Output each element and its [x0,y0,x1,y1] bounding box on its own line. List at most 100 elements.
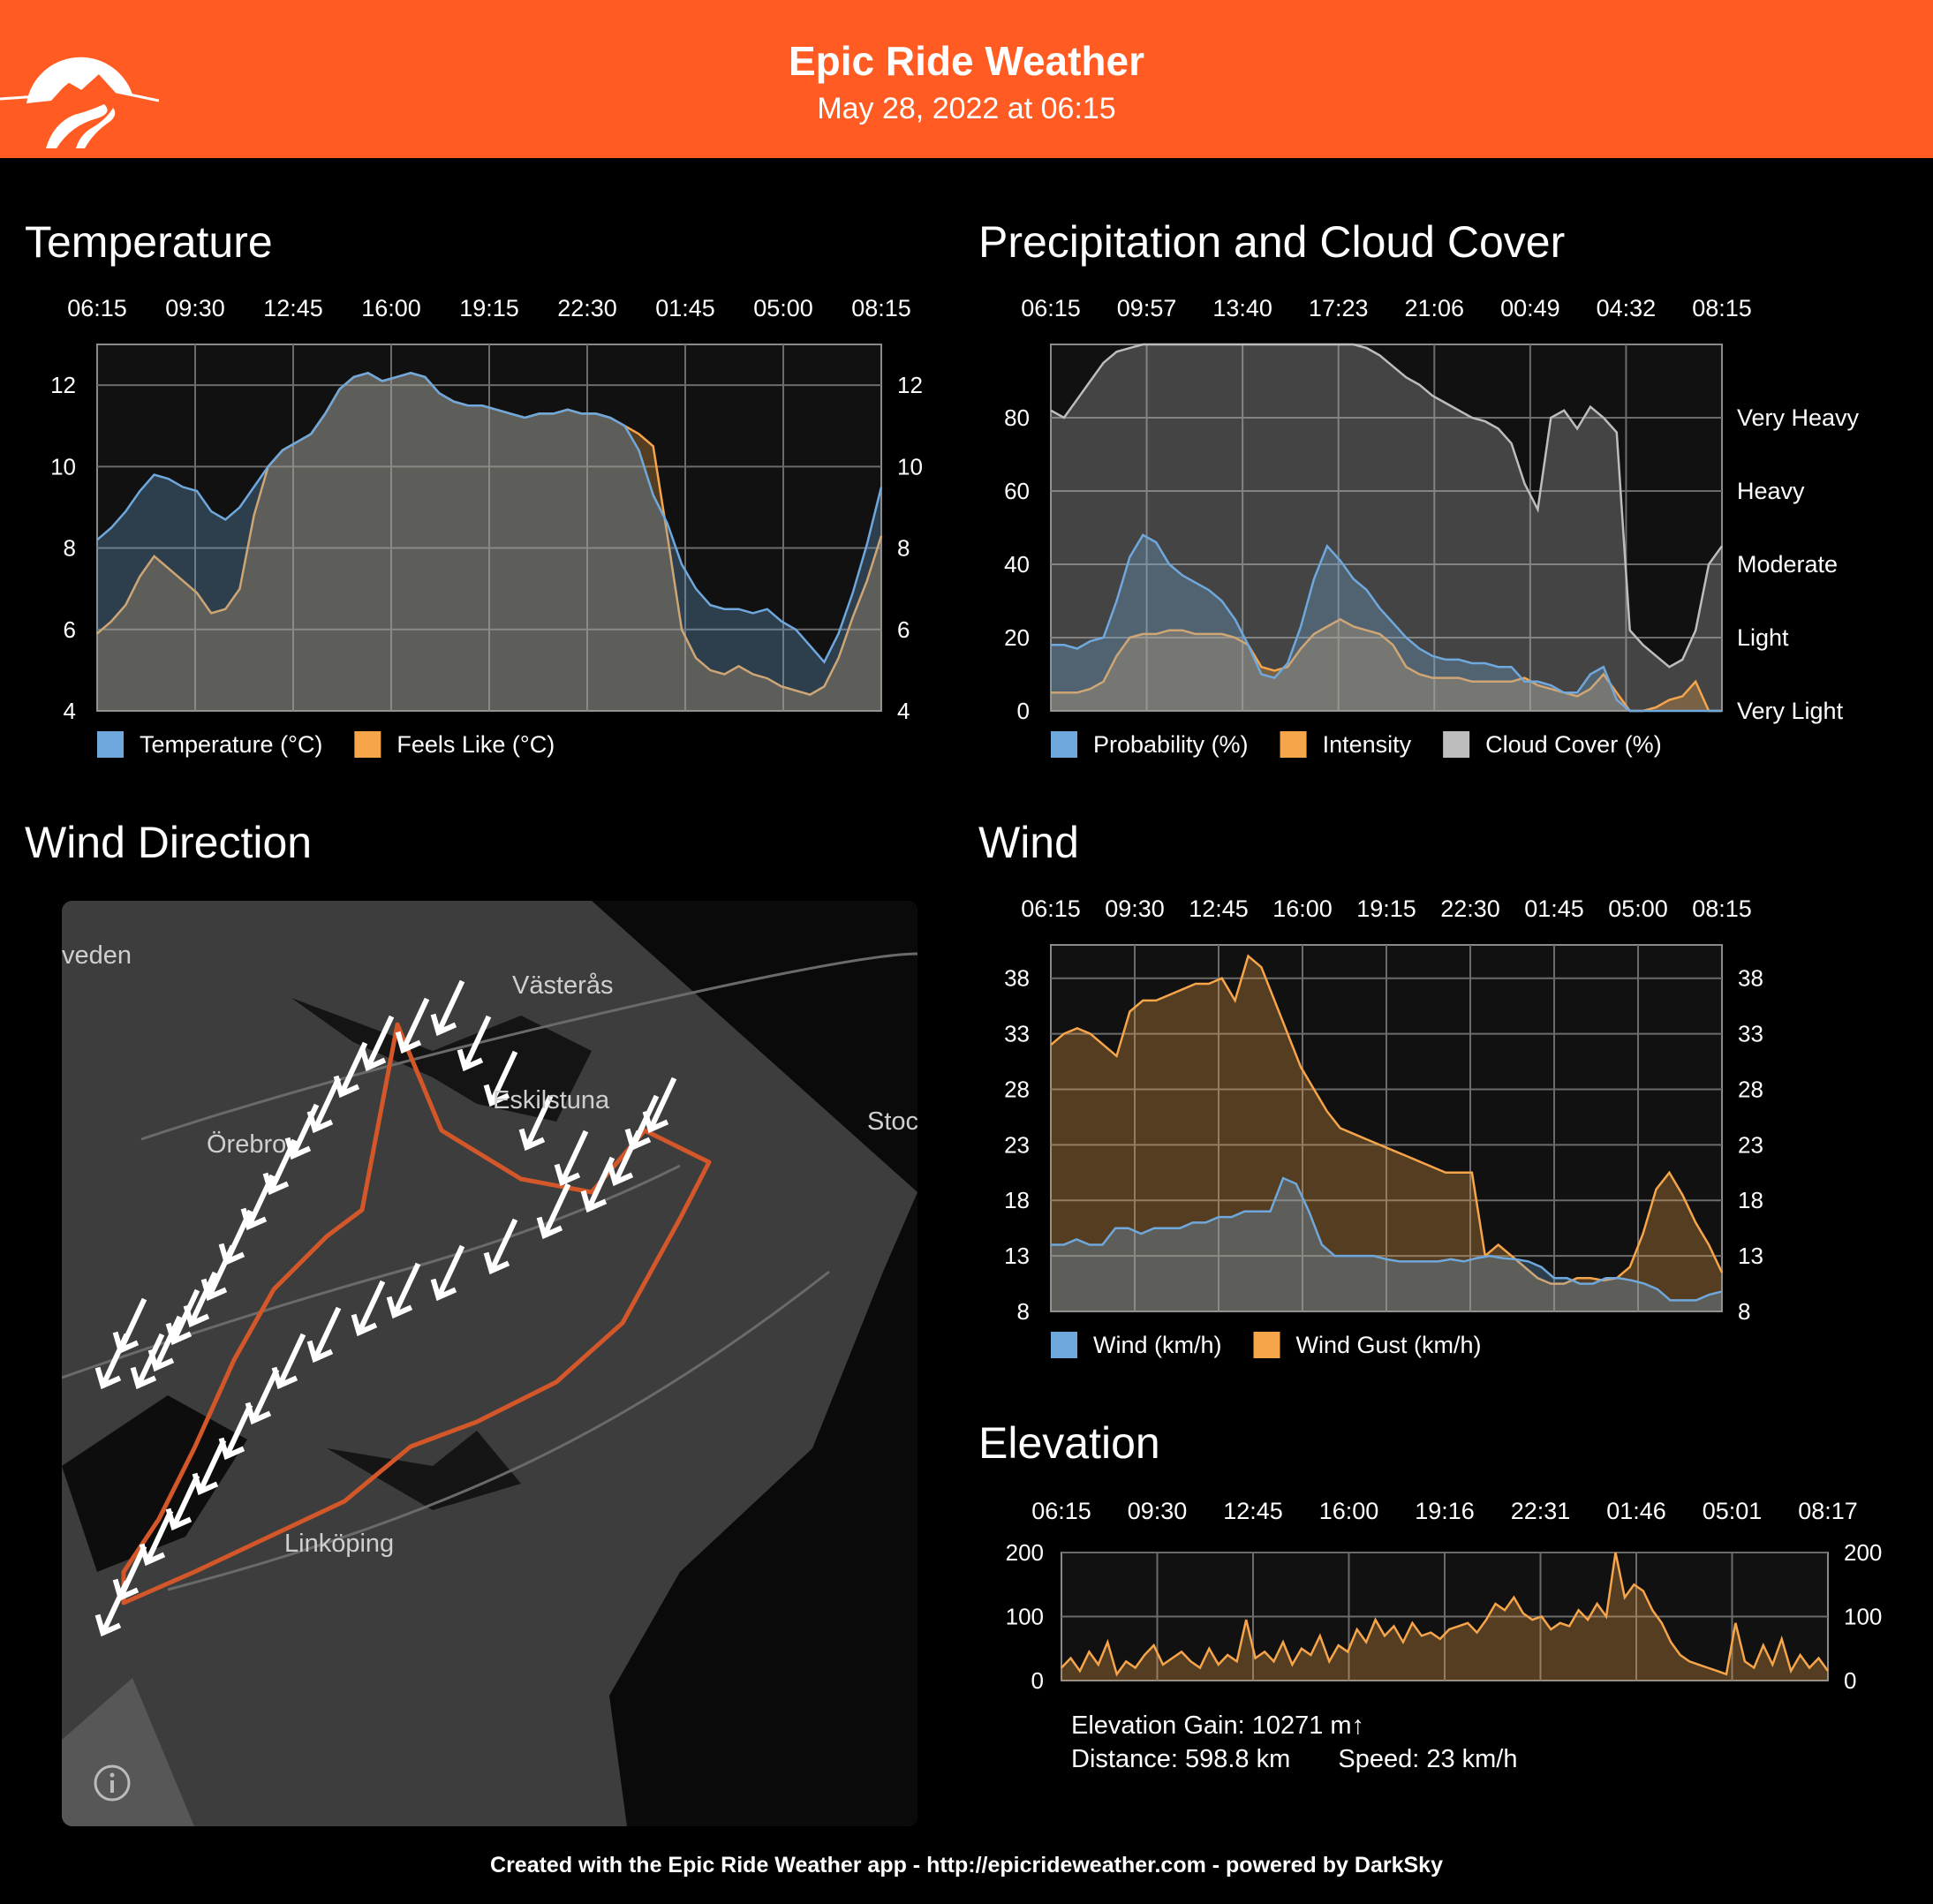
wind-y-tick-right: 28 [1738,1076,1763,1102]
wind-y-tick-right: 23 [1738,1131,1763,1158]
temperature-y-tick: 4 [64,698,76,724]
precipitation-series-line [1050,343,1724,669]
precipitation-intensity-label: Moderate [1737,551,1838,578]
wind-y-tick-right: 38 [1738,965,1763,992]
elevation-y-tick-right: 200 [1844,1539,1882,1566]
precipitation-time-tick: 21:06 [1404,295,1464,321]
temperature-y-tick: 6 [64,616,76,643]
precipitation-time-tick: 04:32 [1597,295,1657,321]
page-title: Epic Ride Weather [788,38,1145,84]
wind-arrow-icon [457,1015,492,1072]
wind-time-tick: 19:15 [1356,895,1416,922]
wind-y-tick-right: 13 [1738,1243,1763,1269]
elevation-y-tick-right: 100 [1844,1604,1882,1630]
wind-arrow-icon [483,1218,518,1275]
precipitation-area-fill [1051,619,1722,711]
city-label: Stoc [867,1107,917,1136]
precipitation-legend-label: Probability (%) [1093,731,1249,758]
precipitation-intensity-label: Heavy [1737,478,1805,504]
wind-area-fill [1051,1178,1722,1311]
precipitation-intensity-label: Very Heavy [1737,404,1860,431]
temperature-y-tick-right: 4 [897,698,910,724]
wind-time-tick: 16:00 [1272,895,1333,922]
elevation-title: Elevation [978,1418,1160,1468]
temperature-time-tick: 08:15 [851,295,911,321]
wind-arrow-icon [245,1368,280,1425]
wind-arrow-icon [351,1280,386,1337]
wind-arrow-icon [518,1094,554,1152]
precipitation-y-tick: 0 [1017,698,1030,724]
wind-arrow-icon [536,1182,571,1240]
precipitation-area-fill [1051,344,1722,711]
info-icon[interactable] [92,1763,132,1803]
footer-credit: Created with the Epic Ride Weather app -… [490,1853,1443,1878]
temperature-y-tick-right: 10 [897,453,923,480]
wind-area-fill [1051,956,1722,1311]
wind-legend-swatch [1253,1332,1280,1358]
wind-legend-swatch [1051,1332,1077,1358]
temperature-legend-swatch [97,731,124,758]
precipitation-area-fill [1051,534,1722,711]
app-header: Epic Ride Weather May 28, 2022 at 06:15 [0,0,1933,158]
temperature-time-tick: 19:15 [459,295,519,321]
precipitation-legend-swatch [1280,731,1307,758]
precipitation-time-tick: 13:40 [1212,295,1272,321]
precipitation-y-tick: 40 [1004,551,1030,578]
elevation-time-tick: 06:15 [1031,1498,1091,1524]
wind-series-line [1051,1176,1723,1302]
wind-arrow-icon [218,1403,253,1461]
elevation-time-tick: 05:01 [1703,1498,1763,1524]
temperature-y-tick-right: 12 [897,372,923,398]
precipitation-intensity-label: Light [1737,624,1789,651]
precipitation-plot-area [1050,344,1723,712]
elevation-y-tick: 200 [1006,1539,1044,1566]
elevation-time-tick: 01:46 [1606,1498,1666,1524]
wind-y-tick: 18 [1004,1187,1030,1213]
city-label: Örebro [207,1130,287,1159]
precipitation-time-tick: 09:57 [1117,295,1177,321]
ride-stats: Elevation Gain: 10271 m↑ Distance: 598.8… [1071,1709,1518,1776]
wind-time-tick: 01:45 [1524,895,1584,922]
temperature-y-tick-right: 8 [897,535,910,562]
wind-y-tick: 23 [1004,1131,1030,1158]
precipitation-time-tick: 08:15 [1692,295,1752,321]
wind-arrow-icon [192,1439,227,1496]
temperature-time-tick: 16:00 [361,295,421,321]
wind-arrow-icon [139,1509,174,1567]
elevation-time-tick: 12:45 [1223,1498,1283,1524]
wind-y-tick: 8 [1017,1298,1030,1325]
wind-arrow-icon [112,1297,147,1355]
elevation-series-line [1061,1552,1830,1677]
wind-arrow-icon [183,1271,218,1328]
city-label: Linköping [284,1530,395,1558]
wind-legend-label: Wind Gust (km/h) [1296,1332,1482,1358]
elevation-gain: Elevation Gain: 10271 m↑ [1071,1711,1365,1740]
temperature-legend-label: Temperature (°C) [140,731,322,758]
elevation-time-tick: 16:00 [1319,1498,1379,1524]
wind-arrow-icon [642,1077,677,1134]
temperature-area-fill [97,373,881,711]
temperature-time-tick: 05:00 [753,295,813,321]
wind-arrow-icon [386,1262,421,1319]
temperature-legend-swatch [354,731,381,758]
wind-arrow-icon [165,1288,200,1346]
temperature-area-fill [97,373,881,711]
wind-arrow-icon [430,979,465,1037]
city-label: Eskilstuna [493,1086,610,1114]
temperature-y-tick-right: 6 [897,616,910,643]
wind-direction-map[interactable]: veden Västerås Eskilstuna Örebro Stoc Li… [62,901,917,1826]
wind-time-tick: 09:30 [1105,895,1165,922]
precipitation-y-tick: 60 [1004,478,1030,504]
temperature-legend-label: Feels Like (°C) [396,731,555,758]
map-terrain [62,901,917,1826]
page-subtitle: May 28, 2022 at 06:15 [817,92,1116,125]
precipitation-time-tick: 17:23 [1309,295,1369,321]
wind-arrow-icon [395,997,430,1054]
wind-time-tick: 22:30 [1440,895,1500,922]
wind-direction-title: Wind Direction [25,818,313,867]
elevation-y-tick-right: 0 [1844,1667,1856,1694]
wind-y-tick: 38 [1004,965,1030,992]
temperature-y-tick: 10 [50,453,76,480]
elevation-time-tick: 09:30 [1128,1498,1188,1524]
